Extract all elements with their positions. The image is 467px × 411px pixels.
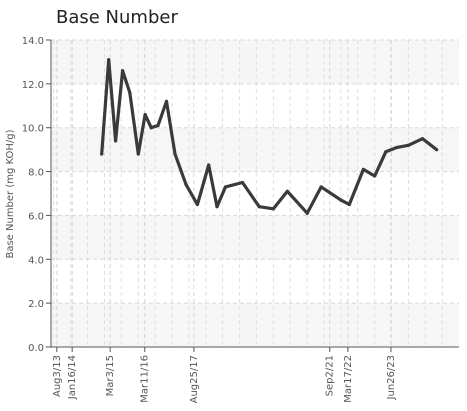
data-point [128, 91, 132, 95]
data-point [100, 152, 104, 156]
y-tick-label: 0.0 [28, 343, 44, 354]
data-point [373, 174, 377, 178]
data-point [120, 69, 125, 73]
data-point [149, 126, 153, 130]
data-point [347, 202, 351, 207]
data-point [136, 152, 140, 156]
y-tick-label: 14.0 [22, 36, 44, 47]
y-tick-label: 12.0 [22, 80, 44, 91]
x-tick-label: Jun26/23 [386, 355, 397, 400]
y-tick-label: 4.0 [28, 255, 44, 266]
x-tick-labels: Aug3/13 Jan16/14 Mar3/15 Mar11/16 Aug25/17 Se… [52, 355, 397, 403]
data-point [223, 185, 228, 189]
data-point [285, 189, 290, 193]
data-point [384, 150, 388, 154]
grid-lines [51, 39, 459, 347]
data-point [184, 183, 188, 187]
x-tick-label: Jan16/14 [67, 355, 78, 400]
y-tick-label: 10.0 [22, 124, 44, 135]
plot-band [51, 215, 459, 260]
data-point [435, 148, 439, 152]
x-tick-label: Aug25/17 [189, 355, 200, 403]
data-point [207, 163, 211, 167]
data-point [305, 211, 309, 215]
x-tick-label: Sep2/21 [325, 355, 336, 396]
data-point [215, 205, 219, 209]
y-tick-label: 8.0 [28, 168, 44, 179]
y-tick-labels: 0.0 2.0 4.0 6.0 8.0 10.0 12.0 14.0 [22, 36, 44, 354]
y-axis-label: Base Number (mg KOH/g) [5, 129, 16, 258]
data-point [395, 145, 399, 150]
plot-band [51, 303, 459, 347]
data-point [420, 137, 425, 141]
plot-band [51, 127, 459, 172]
data-point [271, 207, 275, 211]
data-point [319, 185, 323, 189]
data-point [143, 112, 147, 117]
chart-title: Base Number [56, 7, 178, 28]
y-tick-label: 6.0 [28, 211, 44, 222]
plot-band [51, 40, 459, 84]
data-point [339, 198, 343, 202]
data-point [257, 205, 261, 209]
y-tick-label: 2.0 [28, 299, 44, 310]
data-point [164, 99, 169, 103]
x-tick-label: Mar3/15 [105, 355, 116, 396]
data-point [173, 152, 177, 156]
axes [46, 39, 459, 352]
data-point [406, 143, 411, 147]
data-point [114, 139, 118, 143]
data-point [240, 180, 245, 185]
data-point [361, 167, 366, 171]
data-point [195, 202, 199, 207]
x-tick-label: Mar17/22 [343, 355, 354, 403]
x-tick-label: Mar11/16 [140, 355, 151, 403]
x-tick-label: Aug3/13 [52, 355, 63, 397]
series-group [100, 58, 439, 215]
data-point [156, 123, 160, 128]
data-point [107, 58, 111, 62]
